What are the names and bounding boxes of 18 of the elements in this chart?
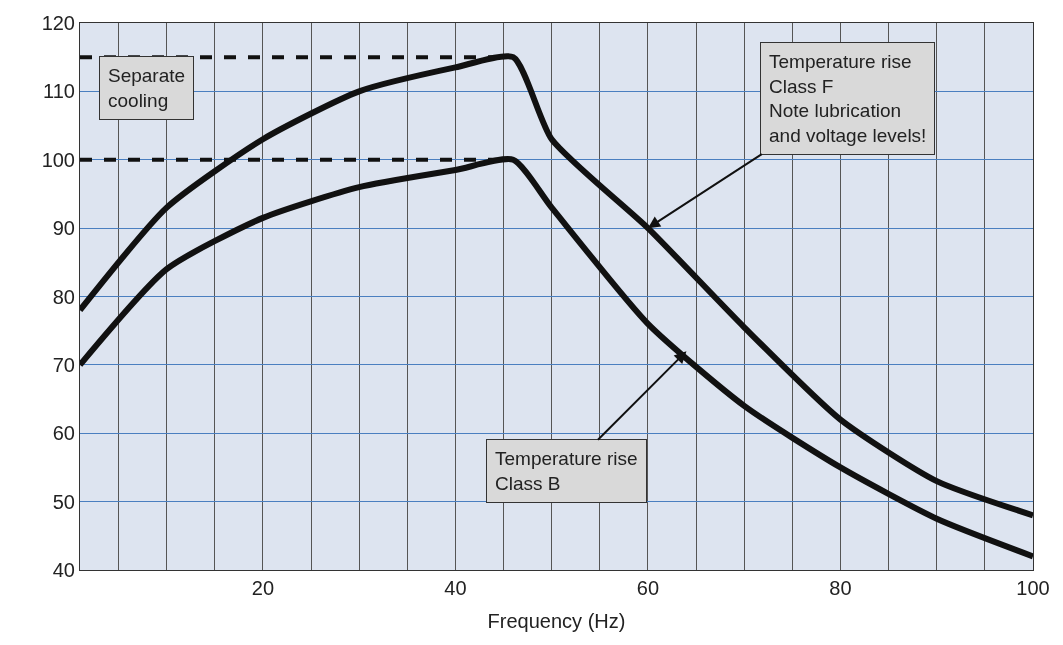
y-tick-label: 120 [41,12,75,34]
y-tick-label: 70 [52,353,75,376]
annotation: Temperature rise Class B [495,448,638,494]
y-tick-label: 50 [52,490,75,513]
x-tick-label: 40 [444,577,467,599]
annotation: Separate cooling [108,65,186,111]
x-tick-label: 60 [636,577,660,599]
y-tick-label: 90 [52,217,75,240]
annotation: Temperature rise Class F Note lubrication and voltage levels! [769,51,927,147]
x-tick-label: 20 [251,577,275,599]
y-tick-label: 100 [41,148,75,171]
y-tick-label: 110 [43,80,75,103]
x-tick-label: 100 [1016,577,1050,599]
x-tick-label: 80 [829,577,852,599]
y-tick-label: 80 [52,285,75,308]
x-axis-title: Frequency (Hz) [487,609,626,632]
y-tick-label: 40 [52,559,75,581]
y-tick-label: 60 [52,422,75,445]
